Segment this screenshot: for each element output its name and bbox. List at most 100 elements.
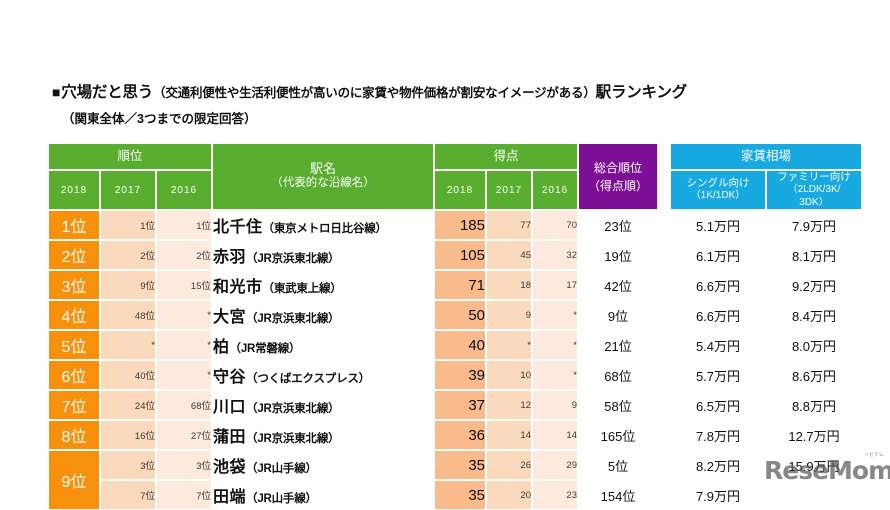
- rent-family-cell: 12.7万円: [766, 420, 862, 451]
- header-total-rank: 総合順位 （得点順）: [578, 143, 658, 211]
- station-name: 蒲田: [213, 429, 247, 447]
- station-line-name: （JR京浜東北線）: [246, 253, 340, 266]
- total-rank-cell: 58位: [578, 390, 658, 421]
- score-2018-cell: 35: [434, 450, 486, 481]
- rank-2017-cell: 2位: [100, 240, 156, 271]
- score-2016-cell: *: [532, 330, 578, 361]
- score-2017-cell: 18: [486, 270, 532, 301]
- total-rank-cell: 21位: [578, 330, 658, 361]
- page-root: ■穴場だと思う（交通利便性や生活利便性が高いのに家賃や物件価格が割安なイメージが…: [48, 84, 890, 510]
- row-gap: [658, 450, 670, 480]
- rank-2016-cell: *: [156, 360, 212, 391]
- station-cell: 北千住（東京メトロ日比谷線）: [212, 210, 434, 241]
- score-2017-cell: 45: [486, 240, 532, 271]
- rank-2017-cell: 48位: [100, 300, 156, 331]
- header-station-line2: （代表的な沿線名）: [271, 177, 375, 190]
- station-name: 川口: [213, 399, 247, 417]
- rent-family-cell: 8.1万円: [766, 240, 862, 271]
- row-gap: [658, 390, 670, 420]
- rank-2018-cell: 3位: [48, 270, 100, 301]
- header-rank-group: 順位: [48, 143, 212, 170]
- rank-2018-cell: 6位: [48, 360, 100, 391]
- rank-2016-cell: 3位: [156, 450, 212, 481]
- rent-single-cell: 7.9万円: [670, 480, 766, 510]
- row-gap: [658, 330, 670, 360]
- station-name: 池袋: [213, 459, 247, 477]
- header-rent-group: 家賃相場: [670, 143, 862, 170]
- rank-2016-cell: 15位: [156, 270, 212, 301]
- table-row: 9位 3位 3位 池袋（JR山手線） 35 26 29 5位 8.2万円 15.9万円: [48, 450, 862, 510]
- station-line-name: （JR京浜東北線）: [246, 433, 340, 446]
- row-gap: [658, 240, 670, 270]
- score-2018-cell: 71: [434, 270, 486, 301]
- header-rank-2016: 2016: [156, 170, 212, 211]
- rank-2016-cell: 2位: [156, 240, 212, 271]
- station-line-name: （東武東上線）: [262, 283, 342, 296]
- row-gap: [658, 270, 670, 300]
- rent-single-cell: 5.4万円: [670, 330, 766, 361]
- score-2017-cell: *: [486, 330, 532, 361]
- ranking-table-wrapper: 順位 駅名 （代表的な沿線名） 得点 総合順位 （得点順） 家賃相場 2018: [48, 143, 862, 510]
- station-name: 守谷: [213, 369, 247, 387]
- header-row-years: 2018 2017 2016 2018 2017 2016 シングル向け （1K…: [48, 170, 862, 211]
- header-score-2018: 2018: [434, 170, 486, 211]
- rank-2018-cell: 1位: [48, 210, 100, 241]
- chart-title-block: ■穴場だと思う（交通利便性や生活利便性が高いのに家賃や物件価格が割安なイメージが…: [52, 84, 852, 127]
- station-cell: 田端（JR山手線）: [212, 480, 434, 510]
- row-gap: [658, 210, 670, 240]
- table-body: 1位 1位 1位 北千住（東京メトロ日比谷線） 185 77 70 23位 5.1万円 7.9万円…: [48, 210, 862, 510]
- rent-single-cell: 5.1万円: [670, 210, 766, 241]
- score-2016-cell: 9: [532, 390, 578, 421]
- table-row: 7位 7位 田端（JR山手線） 35 20 23 154位 7.9万円: [48, 480, 862, 510]
- rent-single-cell: 6.6万円: [670, 270, 766, 301]
- station-line-name: （JR京浜東北線）: [246, 313, 340, 326]
- score-2017-cell: 9: [486, 300, 532, 331]
- ranking-table: 順位 駅名 （代表的な沿線名） 得点 総合順位 （得点順） 家賃相場 2018: [48, 143, 862, 510]
- table-row: 2位 2位 2位 赤羽（JR京浜東北線） 105 45 32 19位 6.1万円 8.1万円: [48, 240, 862, 271]
- station-name: 赤羽: [213, 249, 247, 267]
- rent-single-cell: 6.5万円: [670, 390, 766, 421]
- station-name: 和光市: [213, 279, 263, 297]
- station-name: 田端: [213, 489, 247, 507]
- station-cell: 川口（JR京浜東北線）: [212, 390, 434, 421]
- score-2017-cell: 12: [486, 390, 532, 421]
- score-2017-cell: 26: [486, 450, 532, 481]
- rank-2017-cell: 9位: [100, 270, 156, 301]
- score-2018-cell: 50: [434, 300, 486, 331]
- rent-family-cell: 9.2万円: [766, 270, 862, 301]
- rent-family-cell: 15.9万円: [766, 450, 862, 481]
- station-name: 大宮: [213, 309, 247, 327]
- rent-single-cell: 7.8万円: [670, 420, 766, 451]
- table-row: 7位 24位 68位 川口（JR京浜東北線） 37 12 9 58位 6.5万円 8.8万円: [48, 390, 862, 421]
- rank-2016-cell: 7位: [156, 480, 212, 510]
- header-rent-family-l3: 3DK）: [799, 196, 829, 208]
- score-2017-cell: 14: [486, 420, 532, 451]
- header-total-line2: （得点順）: [587, 178, 648, 193]
- header-rent-family-l2: （2LDK/3K/: [787, 184, 841, 196]
- header-rent-family-l1: ファミリー向け: [777, 171, 851, 183]
- station-cell: 蒲田（JR京浜東北線）: [212, 420, 434, 451]
- rank-2017-cell: 24位: [100, 390, 156, 421]
- header-rank-2017: 2017: [100, 170, 156, 211]
- row-gap: [658, 360, 670, 390]
- rank-2018-cell: 5位: [48, 330, 100, 361]
- rent-family-cell: 8.4万円: [766, 300, 862, 331]
- rent-family-cell: [766, 480, 862, 510]
- header-rent-single: シングル向け （1K/1DK）: [670, 170, 766, 211]
- page-title: ■穴場だと思う（交通利便性や生活利便性が高いのに家賃や物件価格が割安なイメージが…: [52, 84, 852, 101]
- total-rank-cell: 42位: [578, 270, 658, 301]
- rank-2017-cell: 7位: [100, 480, 156, 510]
- header-row-group: 順位 駅名 （代表的な沿線名） 得点 総合順位 （得点順） 家賃相場: [48, 143, 862, 211]
- score-2016-cell: 23: [532, 480, 578, 510]
- rank-2017-cell: 16位: [100, 420, 156, 451]
- station-line-name: （JR山手線）: [246, 463, 317, 476]
- header-rank-2018: 2018: [48, 170, 100, 211]
- header-station: 駅名 （代表的な沿線名）: [212, 143, 434, 211]
- rent-family-cell: 7.9万円: [766, 210, 862, 241]
- rent-family-cell: 8.6万円: [766, 360, 862, 391]
- total-rank-cell: 23位: [578, 210, 658, 241]
- score-2017-cell: 10: [486, 360, 532, 391]
- header-station-line1: 駅名: [309, 161, 336, 177]
- rank-2017-cell: 1位: [100, 210, 156, 241]
- station-cell: 和光市（東武東上線）: [212, 270, 434, 301]
